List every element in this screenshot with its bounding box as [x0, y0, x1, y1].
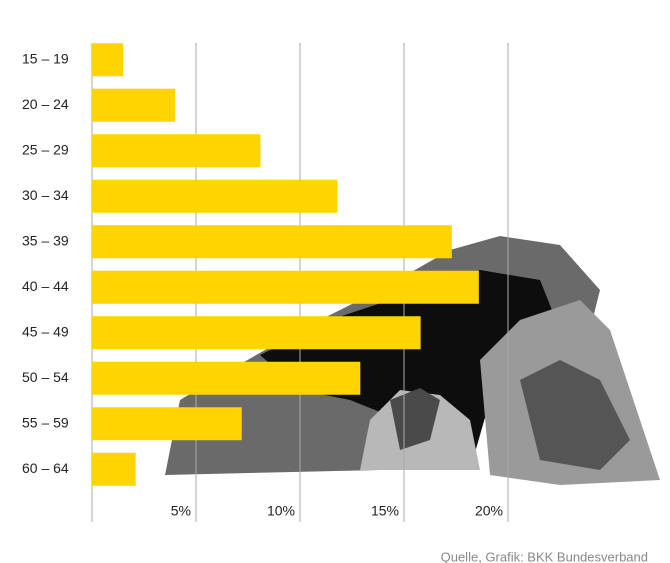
y-tick-label: 20 – 24 [22, 96, 69, 112]
figure-shape [520, 360, 630, 470]
bar [92, 316, 421, 350]
y-tick-label: 15 – 19 [22, 50, 69, 66]
bar [92, 452, 136, 486]
y-tick-label: 55 – 59 [22, 414, 69, 430]
x-tick-label: 15% [371, 503, 399, 519]
background-illustration [165, 236, 660, 485]
bar [92, 407, 242, 441]
bar [92, 270, 479, 304]
bar [92, 225, 452, 259]
x-tick-label: 20% [475, 503, 503, 519]
bar [92, 361, 361, 395]
y-tick-label: 50 – 54 [22, 369, 69, 385]
figure-shape [390, 388, 440, 450]
bar [92, 88, 176, 122]
y-tick-label: 45 – 49 [22, 323, 69, 339]
bar [92, 179, 338, 213]
y-tick-label: 25 – 29 [22, 141, 69, 157]
bar [92, 134, 261, 168]
y-tick-label: 30 – 34 [22, 187, 69, 203]
x-tick-label: 10% [267, 503, 295, 519]
bar [92, 43, 124, 77]
y-tick-label: 60 – 64 [22, 460, 69, 476]
plot-area: 5% 10% 15% 20% 15 – 19 20 – 24 25 – 29 30 – 34 3… [22, 43, 509, 522]
y-tick-label: 35 – 39 [22, 232, 69, 248]
x-tick-label: 5% [171, 503, 191, 519]
source-note: Quelle, Grafik: BKK Bundesverband [441, 549, 648, 563]
y-tick-label: 40 – 44 [22, 278, 69, 294]
